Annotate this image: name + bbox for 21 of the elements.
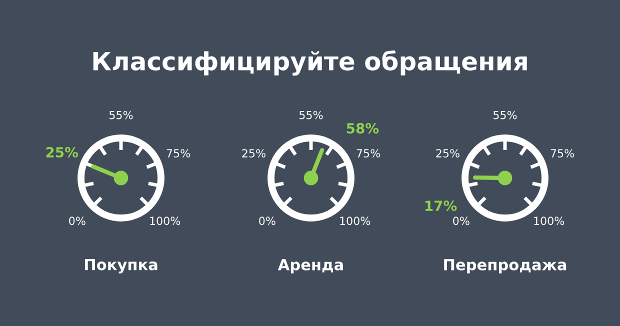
text: Покупка (84, 258, 158, 274)
text: 55% (494, 110, 517, 120)
text: 25% (436, 149, 460, 158)
text: Перепродажа (444, 259, 566, 274)
data-label: 25% (46, 147, 78, 158)
text: 100% (534, 216, 564, 226)
text: 0% (259, 216, 276, 226)
text: 0% (453, 216, 470, 226)
text: 55% (300, 110, 323, 120)
text: 75% (166, 149, 190, 158)
text: Аренда (278, 259, 343, 274)
text: 0% (69, 216, 86, 226)
text: 55% (110, 110, 133, 120)
text: 25% (242, 149, 266, 158)
text: 100% (340, 216, 370, 226)
data-label: 58% (346, 123, 379, 134)
text: 75% (550, 149, 574, 158)
data-label: 17% (425, 200, 457, 212)
text: 75% (356, 149, 380, 158)
text: 100% (150, 216, 180, 226)
text: Классифицируйте обращения (93, 50, 527, 76)
